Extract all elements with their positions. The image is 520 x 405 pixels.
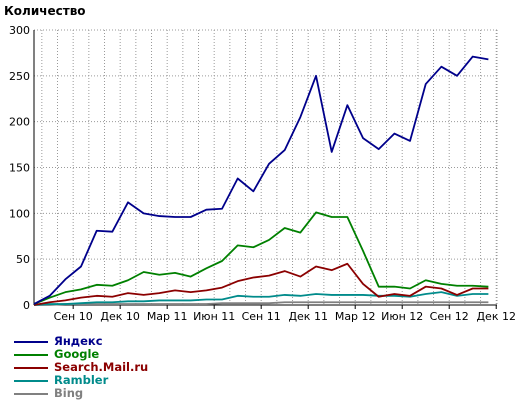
legend-item: Rambler (14, 374, 148, 387)
x-tick-label: Сен 10 (54, 310, 93, 323)
x-tick-label: Сен 11 (242, 310, 281, 323)
legend-item: Яндекс (14, 335, 148, 348)
legend: Яндекс Google Search.Mail.ru Rambler Bing (14, 335, 148, 400)
axes (33, 30, 498, 309)
y-tick-label: 100 (9, 207, 30, 220)
x-tick-label: Сен 12 (430, 310, 469, 323)
line-chart: 0 50 100 150 200 250 300 Сен 10 Дек 10 Мар 11 Июн … (9, 24, 516, 323)
legend-swatch (14, 353, 48, 356)
series-line-google (33, 211, 489, 305)
legend-swatch (14, 379, 48, 382)
x-tick-label: Дек 11 (288, 310, 328, 323)
series-line-search-mail-ru (33, 262, 489, 306)
y-tick-label: 150 (9, 162, 30, 175)
series-line-яндекс (33, 55, 489, 305)
series-line-rambler (33, 291, 489, 306)
y-tick-label: 200 (9, 116, 30, 129)
grid-lines (34, 29, 497, 305)
tick-labels: 0 50 100 150 200 250 300 Сен 10 Дек 10 Мар 11 Июн … (9, 24, 516, 323)
legend-label: Bing (54, 386, 84, 400)
series-line-bing (34, 301, 489, 306)
legend-label: Search.Mail.ru (54, 360, 149, 374)
y-tick-label: 300 (9, 24, 30, 37)
x-tick-label: Дек 12 (476, 310, 516, 323)
x-tick-label: Июн 11 (193, 310, 235, 323)
chart-title: Количество (4, 4, 86, 18)
legend-label: Яндекс (54, 334, 103, 348)
legend-label: Rambler (54, 373, 109, 387)
series-lines (33, 55, 489, 306)
x-tick-label: Мар 11 (147, 310, 188, 323)
legend-label: Google (54, 347, 100, 361)
legend-swatch (14, 340, 48, 343)
x-tick-label: Июн 12 (381, 310, 423, 323)
legend-swatch (14, 366, 48, 369)
x-tick-label: Мар 12 (335, 310, 376, 323)
y-tick-label: 50 (16, 253, 30, 266)
x-tick-label: Дек 10 (100, 310, 140, 323)
legend-item: Bing (14, 387, 148, 400)
legend-swatch (14, 392, 48, 395)
y-tick-label: 250 (9, 70, 30, 83)
legend-item: Search.Mail.ru (14, 361, 148, 374)
y-tick-label: 0 (23, 299, 30, 312)
legend-item: Google (14, 348, 148, 361)
